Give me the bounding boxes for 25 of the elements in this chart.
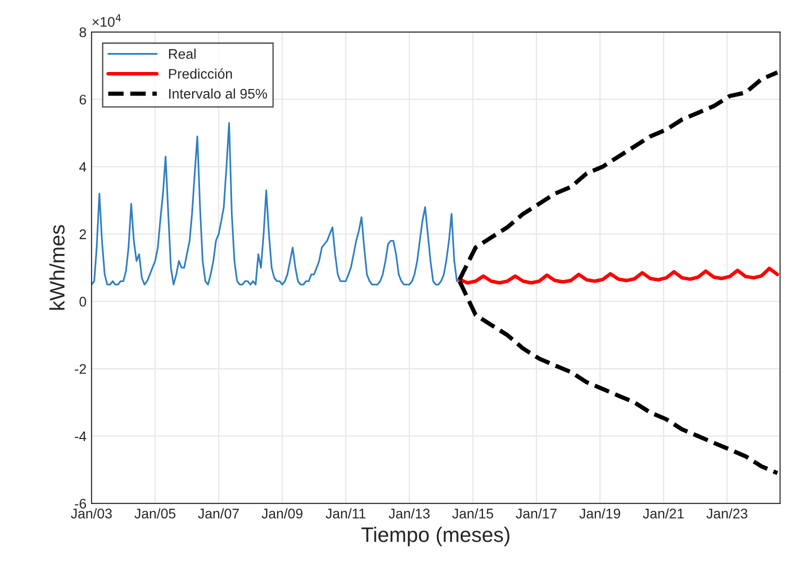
y-tick-label: -6 xyxy=(74,498,86,509)
y-tick-label: 2 xyxy=(80,229,86,240)
x-tick-label: Jan/23 xyxy=(706,508,748,518)
x-tick-label: Jan/17 xyxy=(516,508,557,518)
text: ×10$^{4}$ xyxy=(92,14,121,27)
x-tick-label: Jan/05 xyxy=(134,508,176,518)
legend-label: Intervalo al 95% xyxy=(169,88,268,99)
y-tick-label: 0 xyxy=(80,296,86,307)
x-tick-label: Jan/13 xyxy=(388,508,430,518)
legend-label: Predicción xyxy=(169,68,232,79)
y-axis-title: kWh/mes xyxy=(49,225,65,310)
y-tick-label: -4 xyxy=(74,432,86,442)
y-tick-label: 6 xyxy=(80,94,86,105)
x-tick-label: Jan/07 xyxy=(198,508,239,518)
x-tick-label: Jan/19 xyxy=(579,508,620,518)
x-axis-title: Tiempo (meses) xyxy=(361,526,510,546)
legend-label: Real xyxy=(169,48,196,59)
x-tick-label: Jan/11 xyxy=(326,508,366,518)
x-tick-label: Jan/03 xyxy=(70,508,112,518)
y-tick-label: 4 xyxy=(79,162,86,172)
x-tick-label: Jan/21 xyxy=(642,508,684,518)
y-tick-label: 8 xyxy=(80,27,86,38)
x-tick-label: Jan/15 xyxy=(452,508,494,518)
y-tick-label: -2 xyxy=(74,364,86,374)
x-tick-label: Jan/09 xyxy=(262,508,302,518)
